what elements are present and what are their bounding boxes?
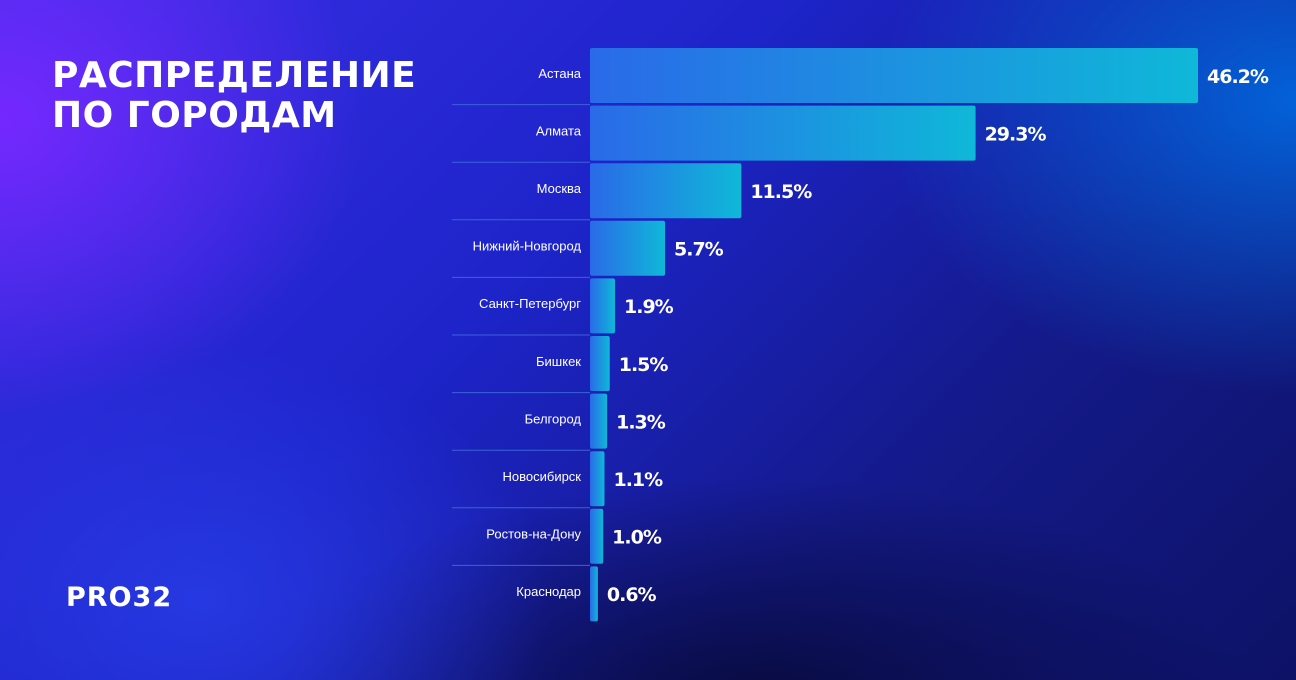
value-label-краснодар: 0.6% (607, 584, 657, 606)
category-label-новосибирск: Новосибирск (503, 469, 582, 484)
value-label-москва: 11.5% (750, 181, 812, 203)
category-label-ростов-на-дону: Ростов-на-Дону (486, 527, 581, 542)
category-label-алмата: Алмата (536, 123, 582, 138)
bar-москва (590, 163, 742, 219)
brand-logo: PRO32 (66, 582, 173, 613)
bar-нижний-новгород (590, 220, 666, 276)
bar-белгород (590, 393, 608, 449)
bar-астана (590, 48, 1198, 103)
category-label-краснодар: Краснодар (516, 584, 581, 599)
category-label-нижний-новгород: Нижний-Новгород (473, 239, 582, 254)
category-label-бишкек: Бишкек (536, 354, 581, 369)
bar-бишкек (590, 336, 610, 391)
category-label-белгород: Белгород (525, 411, 582, 426)
value-label-санкт-петербург: 1.9% (624, 296, 674, 318)
bar-новосибирск (590, 451, 605, 507)
value-label-ростов-на-дону: 1.0% (612, 527, 662, 549)
bar-ростов-на-дону (590, 508, 604, 564)
bar-санкт-петербург (590, 278, 616, 334)
category-label-санкт-петербург: Санкт-Петербург (479, 296, 581, 311)
bar-алмата (590, 105, 976, 161)
value-label-белгород: 1.3% (616, 411, 666, 433)
bar-краснодар (590, 566, 598, 622)
chart-title-line-1: РАСПРЕДЕЛЕНИЕ (52, 55, 417, 96)
bars-group: Астана 46.2% Алмата 29.3% Москва 11.5% Нижний-… (452, 48, 1270, 622)
value-label-бишкек: 1.5% (619, 354, 669, 376)
value-label-новосибирск: 1.1% (613, 469, 663, 491)
chart-title: РАСПРЕДЕЛЕНИЕ ПО ГОРОДАМ (52, 56, 416, 136)
value-label-алмата: 29.3% (985, 123, 1047, 145)
value-label-астана: 46.2% (1207, 66, 1269, 88)
category-label-москва: Москва (537, 181, 582, 196)
category-label-астана: Астана (538, 66, 581, 81)
value-label-нижний-новгород: 5.7% (674, 239, 724, 261)
chart-title-line-2: ПО ГОРОДАМ (52, 95, 337, 136)
